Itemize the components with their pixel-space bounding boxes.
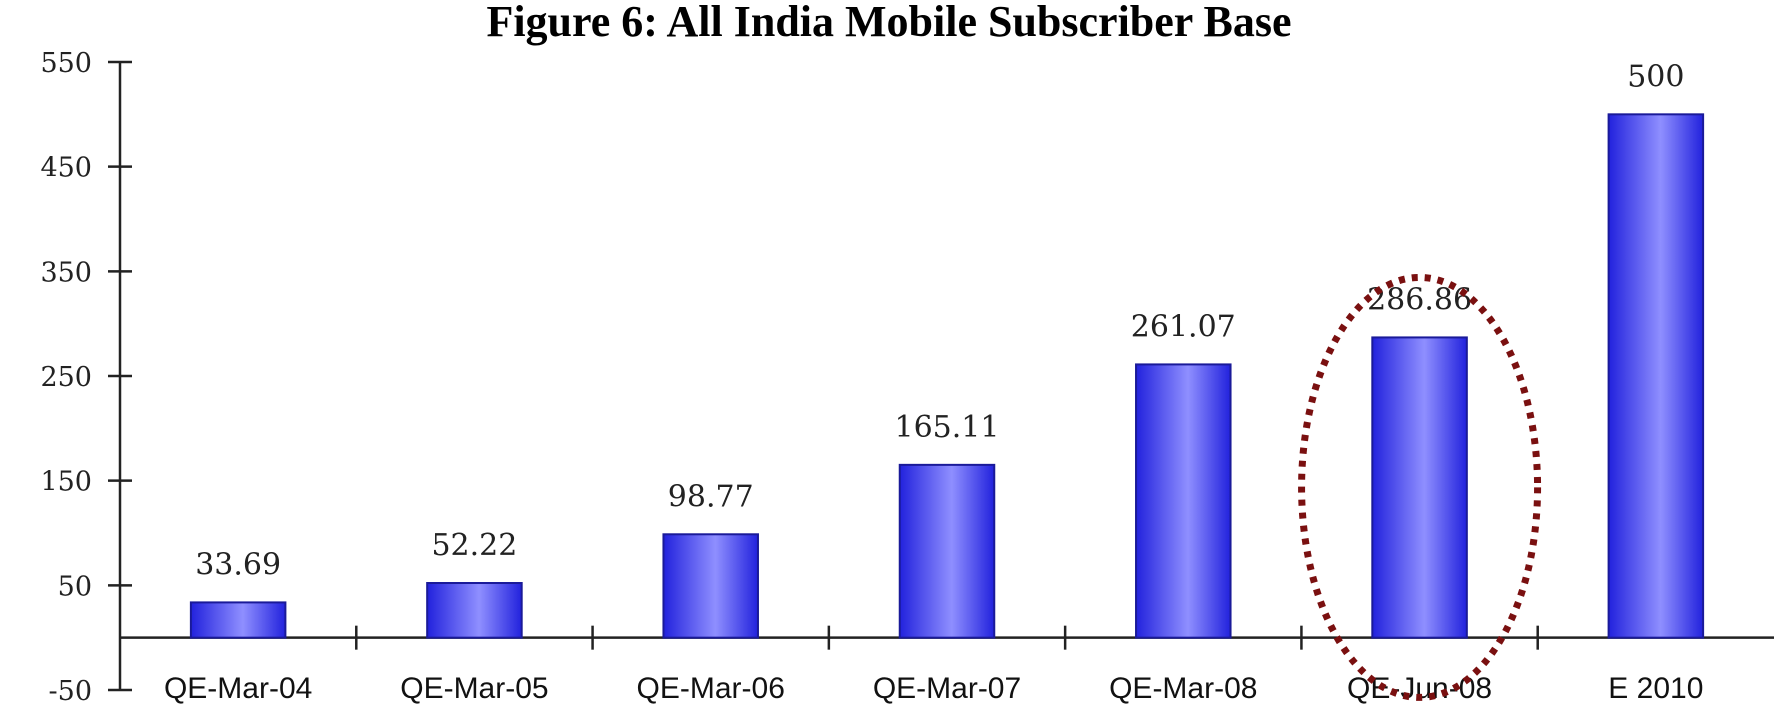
bar-qe-mar-04 — [189, 601, 287, 639]
y-tick-label: 350 — [40, 257, 92, 288]
bar-e-2010 — [1607, 113, 1705, 639]
chart-title: Figure 6: All India Mobile Subscriber Ba… — [486, 0, 1292, 46]
y-tick-label: 150 — [40, 467, 92, 498]
labels: 550 450 350 250 150 50 -50 33.69 QE-Mar-04 52.22 Q… — [40, 48, 1703, 707]
highlight-layer — [1298, 273, 1542, 701]
bar-qe-mar-08 — [1135, 363, 1232, 639]
data-label: 261.07 — [1131, 309, 1236, 344]
bar-qe-mar-07 — [898, 463, 996, 639]
bar-qe-mar-05 — [426, 582, 523, 639]
data-label: 33.69 — [195, 547, 281, 582]
y-tick-label: 50 — [58, 571, 92, 602]
y-tick-label: 450 — [40, 153, 92, 184]
data-label: 286.86 — [1367, 282, 1472, 317]
data-label: 500 — [1627, 59, 1684, 94]
x-tick-label: E 2010 — [1608, 672, 1703, 705]
data-label: 98.77 — [668, 479, 754, 514]
y-tick-label: 550 — [40, 48, 92, 79]
bars — [189, 113, 1705, 639]
x-tick-label: QE-Mar-08 — [1109, 672, 1257, 705]
x-tick-label: QE-Mar-07 — [873, 672, 1021, 705]
y-tick-label: -50 — [49, 676, 92, 707]
y-tick-label: 250 — [40, 362, 92, 393]
bar-qe-jun-08 — [1371, 336, 1468, 639]
data-label: 52.22 — [431, 528, 517, 563]
bar-qe-mar-06 — [662, 533, 759, 639]
x-tick-label: QE-Mar-04 — [164, 672, 312, 705]
x-tick-label: QE-Mar-05 — [400, 672, 548, 705]
data-label: 165.11 — [895, 410, 1000, 445]
x-tick-label: QE-Mar-06 — [637, 672, 785, 705]
highlight-ellipse — [1298, 273, 1542, 701]
